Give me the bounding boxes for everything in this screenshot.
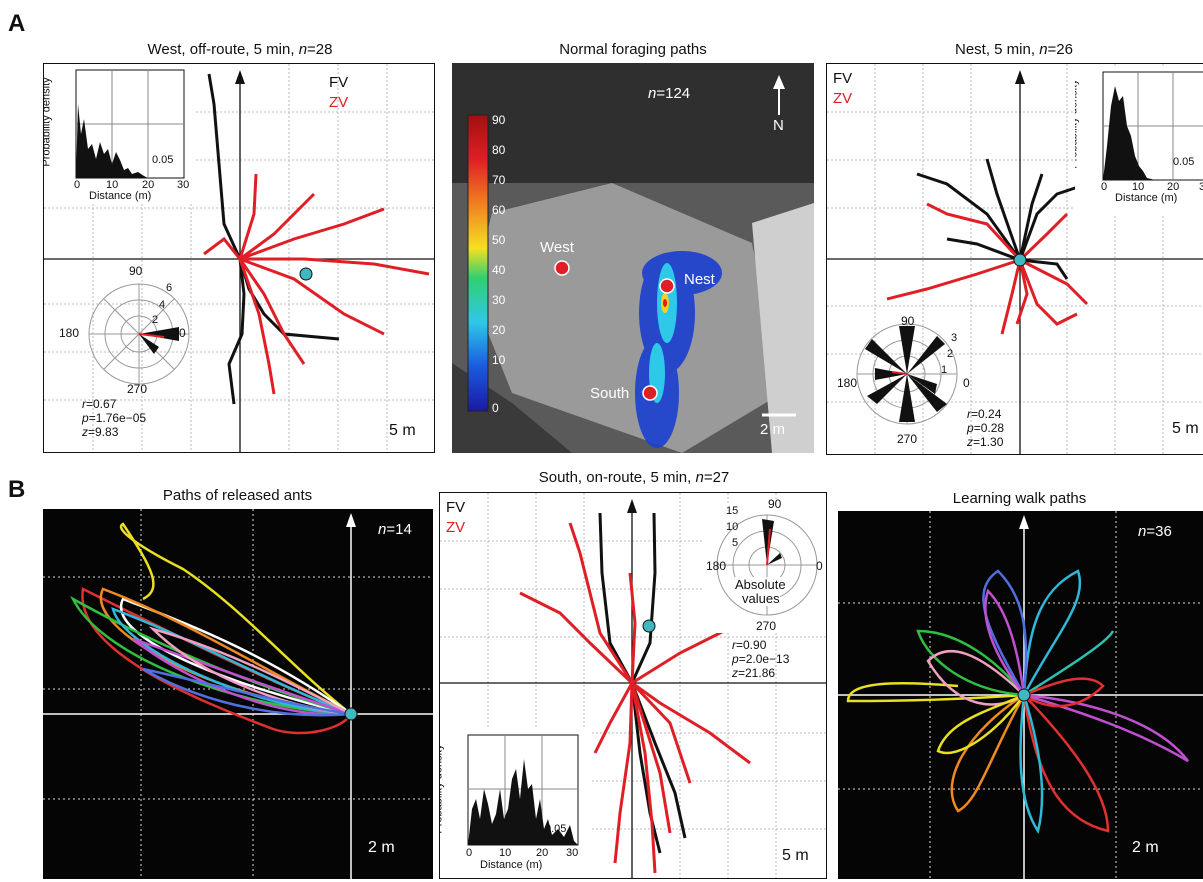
south-polar-r10: 10: [726, 521, 739, 533]
colorbar-tick-10: 10: [492, 353, 506, 367]
nest-hist-xtick-20: 20: [1167, 181, 1180, 193]
site-south: South: [590, 385, 630, 402]
polar-180: 180: [59, 326, 80, 340]
south-polar-180: 180: [706, 559, 727, 573]
colorbar-tick-30: 30: [492, 293, 506, 307]
south-plot: FV ZV 90 180 270 0 5 10 15 Absolute valu…: [439, 492, 827, 879]
polar-r-6: 6: [166, 282, 173, 294]
south-hist-xlabel: Distance (m): [480, 859, 543, 871]
south-hist-ylabel: Probability density: [440, 744, 445, 834]
south-histogram: 0.05 0 10 20 30 Distance (m) Probability…: [440, 729, 590, 878]
colorbar-tick-20: 20: [492, 323, 506, 337]
colorbar-tick-70: 70: [492, 173, 506, 187]
colorbar-tick-0: 0: [492, 401, 499, 415]
south-title: South, on-route, 5 min, n=27: [538, 469, 730, 486]
nest-polar-r2: 2: [947, 348, 954, 360]
map-n-label: n=124: [648, 85, 691, 102]
polar-r-4: 4: [159, 299, 166, 311]
nest-polar-90: 90: [901, 314, 915, 328]
map-scale: 2 m: [760, 421, 786, 438]
west-plot: FV ZV 0.05 0 10 20 30 Distance (m) Proba…: [43, 63, 435, 453]
polar-90: 90: [129, 264, 143, 278]
nest-hist-xlabel: Distance (m): [1115, 192, 1178, 204]
south-polar-0: 0: [816, 559, 823, 573]
hist-xtick-20: 20: [142, 179, 155, 191]
hist-xtick-10: 10: [106, 179, 119, 191]
south-legend-zv: ZV: [446, 519, 466, 536]
polar-270: 270: [127, 382, 148, 396]
nest-hist-xtick-30: 30: [1199, 181, 1203, 193]
south-hist-xtick-20: 20: [536, 847, 549, 859]
polar-0: 0: [179, 326, 186, 340]
south-polar-r15: 15: [726, 505, 739, 517]
south-polar: [702, 503, 826, 633]
hist-ytick: 0.05: [152, 154, 174, 166]
colorbar-tick-90: 90: [492, 113, 506, 127]
west-scale: 5 m: [389, 422, 416, 439]
west-histogram: 0.05 0 10 20 30 Distance (m) Probability…: [44, 64, 194, 204]
nest-polar-270: 270: [897, 432, 918, 446]
south-polar-abs-1: Absolute: [735, 577, 786, 592]
west-title: West, off-route, 5 min, n=28: [147, 41, 333, 58]
nest-hist-xtick-10: 10: [1132, 181, 1145, 193]
learning-scale: 2 m: [1132, 839, 1159, 856]
north-label: N: [773, 117, 784, 134]
south-scale: 5 m: [782, 847, 809, 864]
legend-fv: FV: [329, 74, 349, 91]
nest-legend-zv: ZV: [833, 90, 853, 107]
south-hist-ytick: 0.05: [545, 823, 567, 835]
nest-title: Nest, 5 min, n=26: [955, 41, 1073, 58]
legend-zv: ZV: [329, 94, 349, 111]
west-polar: [88, 283, 190, 385]
west-stats: r=0.67 p=1.76e−05 z=9.83: [82, 397, 147, 439]
south-hist-xtick-30: 30: [566, 847, 579, 859]
nest-polar-180: 180: [837, 376, 858, 390]
site-nest: Nest: [684, 271, 715, 288]
south-polar-270: 270: [756, 619, 777, 633]
south-polar-abs-2: values: [742, 591, 780, 606]
learning-title: Learning walk paths: [952, 490, 1087, 507]
released-plot: n=14 2 m: [43, 509, 433, 879]
colorbar-tick-80: 80: [492, 143, 506, 157]
nest-hist-ylabel: Probability density: [1075, 79, 1080, 169]
nest-polar: [856, 323, 958, 425]
nest-polar-r1: 1: [941, 364, 948, 376]
hist-xtick-30: 30: [177, 179, 190, 191]
nest-histogram: 0.05 0 10 20 30 Distance (m) Probability…: [1075, 66, 1203, 214]
south-legend-fv: FV: [446, 499, 466, 516]
panel-label-b: B: [8, 476, 26, 503]
learning-plot: n=36 2 m: [838, 511, 1203, 879]
normal-title: Normal foraging paths: [559, 41, 707, 58]
nest-stats: r=0.24 p=0.28 z=1.30: [967, 407, 1005, 449]
polar-r-2: 2: [152, 314, 159, 326]
site-west: West: [540, 239, 574, 256]
nest-plot: FV ZV 0.05 0 10 20 30 Distance (m) Proba…: [826, 63, 1203, 455]
south-hist-xtick-0: 0: [466, 847, 473, 859]
learning-n-label: n=36: [1138, 523, 1172, 540]
hist-xlabel: Distance (m): [89, 190, 152, 202]
nest-hist-ytick: 0.05: [1173, 156, 1195, 168]
hist-xtick-0: 0: [74, 179, 81, 191]
nest-polar-0: 0: [963, 376, 970, 390]
south-hist-xtick-10: 10: [499, 847, 512, 859]
nest-scale: 5 m: [1172, 420, 1199, 437]
colorbar-tick-50: 50: [492, 233, 506, 247]
nest-hist-xtick-0: 0: [1101, 181, 1108, 193]
nest-legend-fv: FV: [833, 70, 853, 87]
panel-label-a: A: [8, 10, 26, 37]
released-scale: 2 m: [368, 839, 395, 856]
released-title: Paths of released ants: [162, 487, 313, 504]
south-polar-90: 90: [768, 497, 782, 511]
south-stats: r=0.90 p=2.0e−13 z=21.86: [732, 638, 790, 680]
colorbar-tick-40: 40: [492, 263, 506, 277]
hist-ylabel: Probability density: [44, 77, 53, 167]
nest-polar-r3: 3: [951, 332, 958, 344]
colorbar-tick-60: 60: [492, 203, 506, 217]
released-n-label: n=14: [378, 521, 412, 538]
south-polar-r5: 5: [732, 537, 739, 549]
foraging-heatmap: 90 80 70 60 50 40 30 20 10 0 n=124 N Wes…: [452, 63, 814, 453]
